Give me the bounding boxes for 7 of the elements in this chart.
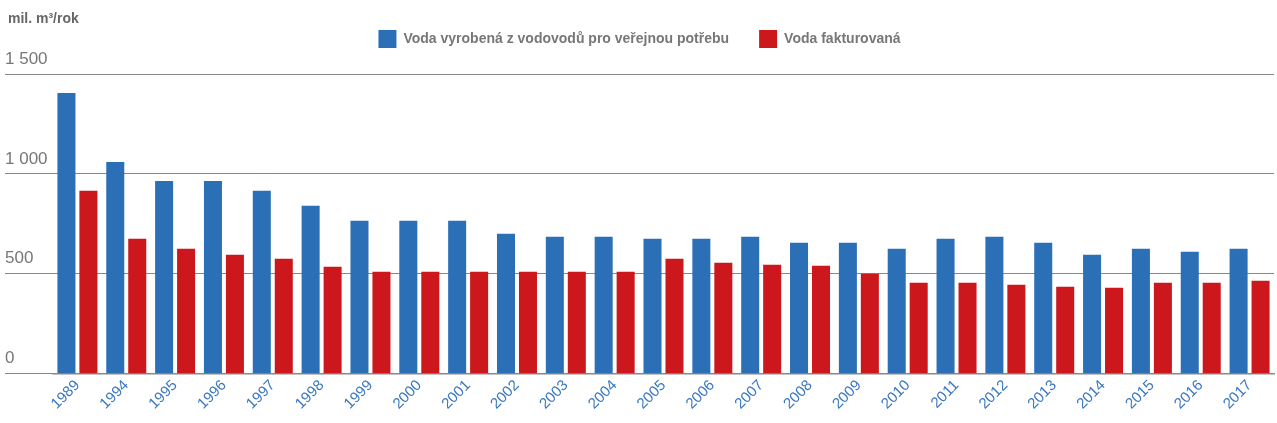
legend-label: Voda fakturovaná — [784, 29, 901, 46]
y-axis-title: mil. m³/rok — [8, 10, 79, 26]
y-tick-label: 1 000 — [5, 148, 48, 168]
legend-label: Voda vyrobená z vodovodů pro veřejnou potřebu — [403, 29, 730, 46]
y-tick-label: 0 — [5, 348, 15, 368]
y-tick-label: 500 — [5, 248, 34, 268]
y-tick-label: 1 500 — [5, 48, 48, 68]
